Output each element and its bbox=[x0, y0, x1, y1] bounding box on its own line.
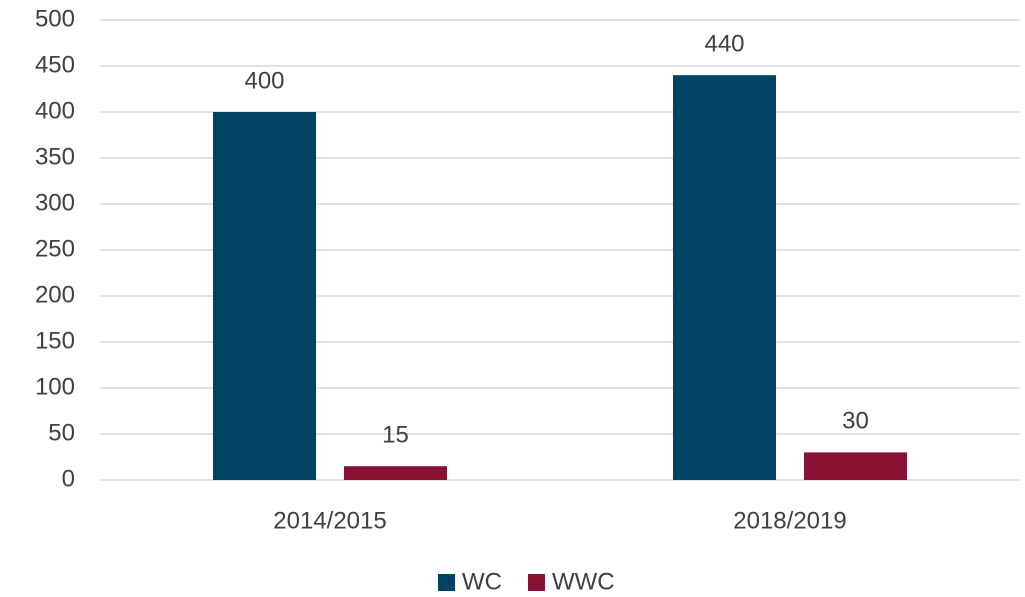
y-tick-label: 300 bbox=[35, 189, 75, 216]
x-tick-label: 2014/2015 bbox=[273, 507, 386, 534]
bar bbox=[344, 466, 447, 480]
legend-label: WC bbox=[462, 568, 502, 595]
y-tick-label: 0 bbox=[62, 465, 75, 492]
legend-swatch bbox=[438, 574, 455, 591]
y-tick-label: 500 bbox=[35, 5, 75, 32]
legend-label: WWC bbox=[552, 568, 615, 595]
data-label: 15 bbox=[382, 422, 409, 449]
y-tick-label: 150 bbox=[35, 327, 75, 354]
x-tick-label: 2018/2019 bbox=[733, 507, 846, 534]
y-tick-label: 350 bbox=[35, 143, 75, 170]
data-label: 440 bbox=[704, 31, 744, 58]
bar bbox=[673, 75, 776, 480]
data-label: 400 bbox=[244, 67, 284, 94]
y-tick-label: 200 bbox=[35, 281, 75, 308]
y-tick-label: 50 bbox=[48, 419, 75, 446]
data-label: 30 bbox=[842, 408, 869, 435]
y-tick-label: 250 bbox=[35, 235, 75, 262]
bar bbox=[804, 452, 907, 480]
y-tick-label: 400 bbox=[35, 97, 75, 124]
y-tick-label: 450 bbox=[35, 51, 75, 78]
bar bbox=[213, 112, 316, 480]
legend-swatch bbox=[527, 574, 545, 591]
y-tick-label: 100 bbox=[35, 373, 75, 400]
